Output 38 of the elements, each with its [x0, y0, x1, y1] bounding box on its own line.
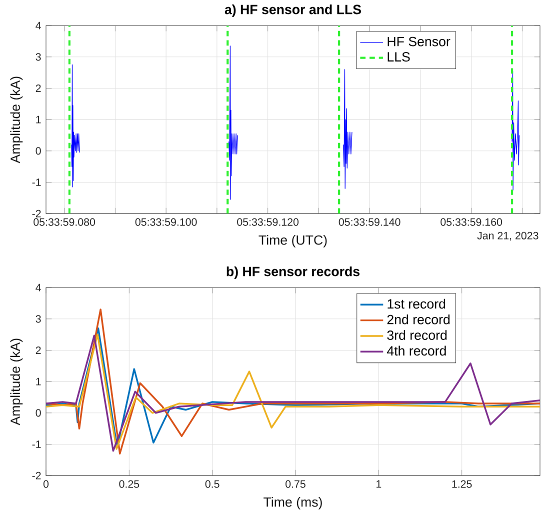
legend-label: HF Sensor [388, 37, 450, 46]
y-tick-label: -2 [32, 210, 41, 218]
y-axis-title: Amplitude (kA) [10, 338, 23, 426]
x-tick-label: 05:33:59.120 [237, 218, 299, 226]
x-tick-label: 05:33:59.080 [34, 218, 96, 226]
x-axis-title: Time (ms) [264, 497, 322, 510]
x-tick-label: 0 [43, 480, 49, 488]
y-tick-label: 3 [36, 315, 41, 323]
x-tick-label: 05:33:59.100 [135, 218, 197, 226]
legend-label: 3rd record [387, 330, 447, 340]
x-tick-label: 0.5 [205, 480, 220, 488]
x-tick-label: 05:33:59.140 [338, 218, 400, 226]
x-tick-label: 1.25 [452, 480, 472, 488]
y-tick-label: 4 [36, 22, 41, 30]
y-tick-label: -2 [32, 472, 41, 480]
x-axis-title: Time (UTC) [258, 235, 327, 248]
text: Jan 21, 2023 [477, 232, 538, 241]
y-tick-label: 2 [36, 84, 41, 92]
y-tick-label: -1 [32, 440, 41, 448]
x-tick-label: 05:33:59.160 [440, 218, 502, 226]
y-tick-label: 1 [36, 116, 41, 124]
x-tick-label: 1 [376, 480, 382, 488]
y-tick-label: 3 [36, 53, 41, 61]
x-tick-label: 0.75 [286, 480, 306, 488]
y-axis-title: Amplitude (kA) [10, 76, 23, 164]
x-tick-label: 0.25 [119, 480, 140, 488]
legend-label: LLS [388, 52, 410, 62]
legend-label: 2nd record [387, 314, 450, 324]
y-tick-label: 4 [36, 284, 41, 292]
y-tick-label: 0 [36, 147, 41, 155]
y-tick-label: 1 [36, 378, 41, 386]
y-tick-label: 0 [36, 409, 41, 417]
chart-title: a) HF sensor and LLS [224, 4, 362, 18]
y-tick-label: 2 [36, 346, 41, 354]
legend-label: 4th record [386, 346, 446, 356]
legend-label: 1st record [388, 299, 446, 309]
y-tick-label: -1 [32, 178, 41, 186]
chart-title: b) HF sensor records [226, 266, 360, 280]
